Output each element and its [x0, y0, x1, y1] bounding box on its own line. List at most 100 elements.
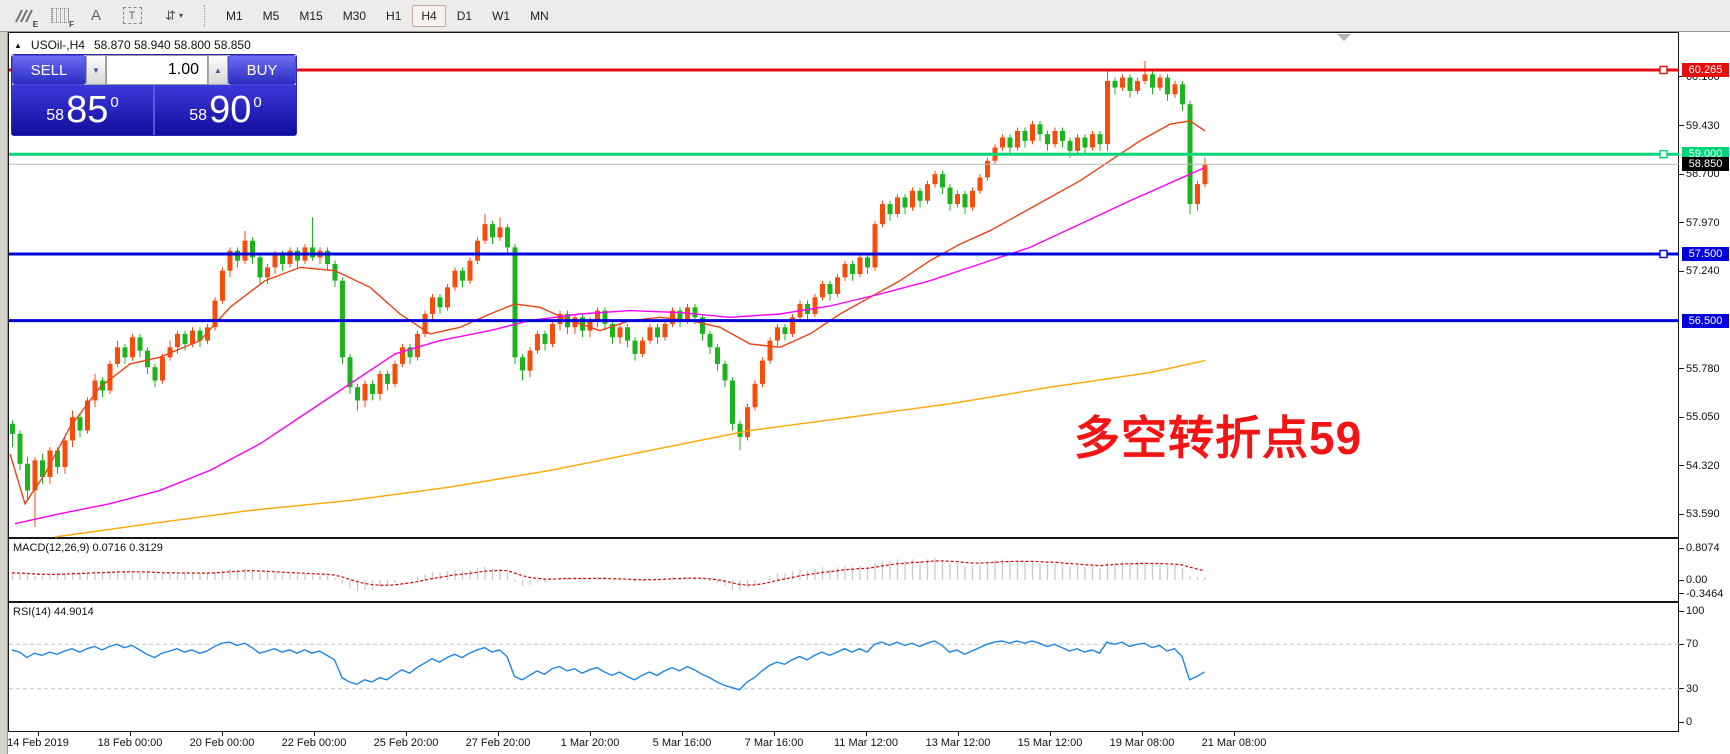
- rsi-axis-label: 70: [1686, 638, 1699, 651]
- price-line-label: 59.000: [1682, 147, 1729, 162]
- timeframe-button-h1[interactable]: H1: [386, 8, 402, 23]
- time-axis-label[interactable]: 7 Mar 16:00: [744, 737, 804, 749]
- price-tick: [1679, 513, 1684, 515]
- timeframe-button-mn[interactable]: MN: [530, 8, 549, 23]
- time-axis-label[interactable]: 21 Mar 08:00: [1201, 737, 1267, 749]
- timeframe-button-h4[interactable]: H4: [412, 4, 446, 27]
- price-line-label: 60.265: [1682, 62, 1729, 77]
- volume-increase-button[interactable]: ▲: [208, 55, 228, 85]
- arrange-charts-icon[interactable]: ⇵ ▾: [152, 3, 196, 29]
- text-label-icon[interactable]: A: [80, 3, 112, 29]
- grid-glyph: [51, 8, 69, 23]
- time-axis-tick: [406, 732, 407, 736]
- price-axis-label: 60.160: [1686, 70, 1720, 83]
- text-box-icon[interactable]: T: [116, 3, 148, 29]
- sell-button[interactable]: SELL: [12, 55, 86, 85]
- timeframe-button-group: M1 M5 M15 M30 H1 H4 D1 W1 MN: [217, 4, 560, 27]
- rsi-axis-label: 30: [1686, 682, 1699, 695]
- letter-t-glyph: T: [122, 7, 142, 24]
- price-tick: [1679, 368, 1684, 370]
- bid-price-big-digits: 85: [66, 89, 109, 131]
- time-axis-label[interactable]: 5 Mar 16:00: [652, 737, 712, 749]
- time-axis-label[interactable]: 1 Mar 20:00: [560, 737, 620, 749]
- rsi-tick: [1679, 721, 1684, 723]
- time-axis-label[interactable]: 22 Feb 00:00: [281, 737, 347, 749]
- ask-price-big-digits: 90: [209, 89, 252, 131]
- rsi-tick: [1679, 610, 1684, 612]
- rsi-indicator-panel[interactable]: [8, 602, 1679, 732]
- macd-axis-label: 0.8074: [1686, 542, 1720, 555]
- time-axis-tick: [958, 732, 959, 736]
- timeframe-button-m5[interactable]: M5: [262, 8, 280, 23]
- time-axis-tick: [866, 732, 867, 736]
- toolbar-separator: [204, 4, 209, 27]
- time-axis-tick: [130, 732, 131, 736]
- arrows-glyph: ⇵: [165, 7, 176, 23]
- icon-sub-label: E: [32, 19, 38, 29]
- chart-styles-expert-icon[interactable]: E: [8, 3, 40, 29]
- icon-sub-label: F: [69, 19, 74, 29]
- time-axis-tick: [314, 732, 315, 736]
- time-axis-label[interactable]: 14 Feb 2019: [7, 737, 69, 749]
- time-axis-label[interactable]: 11 Mar 12:00: [833, 737, 898, 749]
- macd-tick: [1679, 593, 1684, 595]
- bid-price[interactable]: 58 85 0: [12, 85, 155, 135]
- time-axis-label[interactable]: 19 Mar 08:00: [1109, 737, 1175, 749]
- macd-axis-label: -0.3464: [1686, 587, 1724, 600]
- expand-triangle-icon: ▲: [14, 40, 22, 50]
- timeframe-button-m15[interactable]: M15: [299, 8, 323, 23]
- price-tick: [1679, 222, 1684, 224]
- chart-shift-marker-icon[interactable]: [1337, 34, 1351, 41]
- bid-price-pip: 0: [110, 93, 119, 111]
- time-axis-tick: [222, 732, 223, 736]
- time-axis-tick: [682, 732, 683, 736]
- left-window-edge: [0, 32, 8, 754]
- timeframe-button-w1[interactable]: W1: [492, 8, 511, 23]
- grid-icon[interactable]: F: [44, 3, 76, 29]
- price-tick: [1679, 416, 1684, 418]
- price-axis-label: 55.050: [1686, 411, 1720, 424]
- rsi-tick: [1679, 643, 1684, 645]
- macd-tick: [1679, 547, 1684, 549]
- time-axis-tick: [1050, 732, 1051, 736]
- price-axis-label: 59.430: [1686, 119, 1720, 132]
- time-axis-label[interactable]: 13 Mar 12:00: [925, 737, 991, 749]
- buy-button[interactable]: BUY: [228, 55, 296, 85]
- price-axis-label: 53.590: [1686, 508, 1720, 521]
- chevron-down-icon: ▾: [178, 11, 183, 20]
- time-axis-tick: [774, 732, 775, 736]
- time-axis-label[interactable]: 25 Feb 20:00: [373, 737, 439, 749]
- timeframe-button-m30[interactable]: M30: [342, 8, 367, 23]
- chart-ohlc-values: 58.870 58.940 58.800 58.850: [93, 38, 251, 52]
- time-axis-tick: [590, 732, 591, 736]
- time-axis-label[interactable]: 20 Feb 00:00: [189, 737, 255, 749]
- volume-input[interactable]: [106, 55, 208, 85]
- price-tick: [1679, 465, 1684, 467]
- price-tick: [1679, 125, 1684, 127]
- ask-price-pip: 0: [253, 93, 262, 111]
- chart-symbol-period: USOil-,H4: [30, 38, 85, 52]
- rsi-axis-label: 100: [1686, 605, 1705, 617]
- ask-price-integer: 58: [189, 107, 208, 124]
- volume-decrease-button[interactable]: ▼: [86, 55, 106, 85]
- time-axis-label[interactable]: 18 Feb 00:00: [97, 737, 163, 749]
- price-axis-label: 54.320: [1686, 459, 1720, 472]
- chart-title: ▲ USOil-,H4 58.870 58.940 58.800 58.850: [14, 38, 251, 52]
- bid-ask-display: 58 85 0 58 90 0: [12, 85, 296, 135]
- time-axis-tick: [1142, 732, 1143, 736]
- time-axis-label[interactable]: 15 Mar 12:00: [1017, 737, 1083, 749]
- price-line-label: 57.500: [1682, 247, 1729, 262]
- main-toolbar: E F A T ⇵ ▾ M1 M5 M15 M30 H1 H4 D1 W1 MN: [0, 0, 1730, 32]
- macd-indicator-panel[interactable]: [8, 538, 1679, 602]
- time-axis-tick: [1234, 732, 1235, 736]
- ask-price[interactable]: 58 90 0: [155, 85, 296, 135]
- macd-tick: [1679, 579, 1684, 581]
- price-tick: [1679, 76, 1684, 78]
- timeframe-button-d1[interactable]: D1: [456, 8, 473, 23]
- letter-a-glyph: A: [90, 7, 101, 24]
- macd-axis-label: 0.00: [1686, 574, 1708, 586]
- time-axis-label[interactable]: 27 Feb 20:00: [465, 737, 531, 749]
- trade-controls-row: SELL ▼ ▲ BUY: [12, 55, 296, 85]
- timeframe-button-m1[interactable]: M1: [226, 8, 243, 23]
- price-axis-label: 57.970: [1686, 216, 1720, 229]
